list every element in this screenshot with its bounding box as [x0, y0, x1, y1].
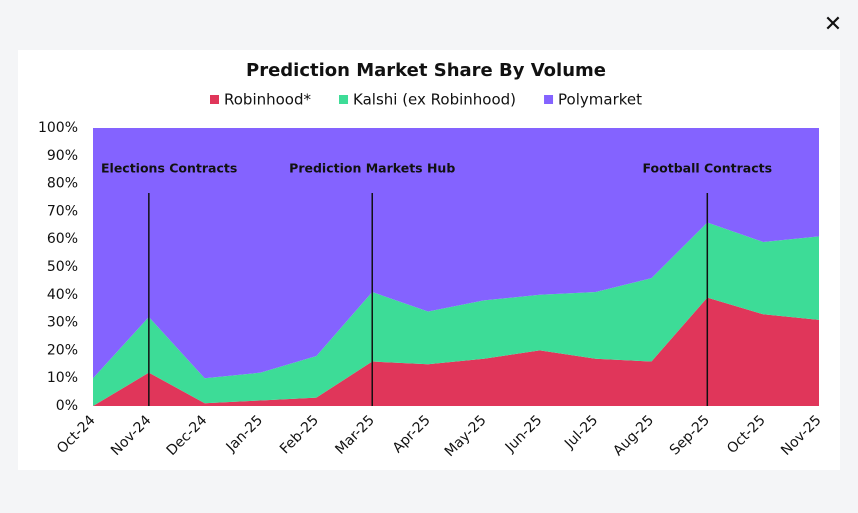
annotation-label: Football Contracts	[643, 161, 773, 176]
legend-swatch	[544, 95, 554, 104]
y-tick-label: 40%	[47, 287, 78, 303]
legend-label: Robinhood*	[224, 91, 312, 109]
y-tick-label: 100%	[38, 120, 78, 136]
y-tick-label: 10%	[47, 370, 78, 386]
y-tick-label: 20%	[47, 342, 78, 358]
legend: Robinhood* Kalshi (ex Robinhood) Polymarke…	[210, 91, 642, 109]
annotation-label: Elections Contracts	[101, 161, 237, 176]
y-tick-label: 0%	[56, 398, 78, 414]
y-tick-label: 50%	[47, 259, 78, 275]
y-tick-label: 90%	[47, 148, 78, 164]
y-tick-label: 80%	[47, 176, 78, 192]
area	[93, 297, 819, 406]
y-tick-label: 70%	[47, 203, 78, 219]
annotation-label: Prediction Markets Hub	[289, 161, 455, 176]
y-tick-label: 60%	[47, 231, 78, 247]
y-tick-label: 30%	[47, 315, 78, 331]
legend-swatch	[210, 95, 219, 104]
legend-label: Polymarket	[558, 91, 642, 109]
chart-title: Prediction Market Share By Volume	[246, 60, 606, 81]
area	[93, 222, 819, 406]
legend-label: Kalshi (ex Robinhood)	[353, 91, 516, 109]
close-button[interactable]: ✕	[823, 12, 843, 37]
legend-swatch	[339, 95, 349, 104]
area	[93, 128, 819, 379]
